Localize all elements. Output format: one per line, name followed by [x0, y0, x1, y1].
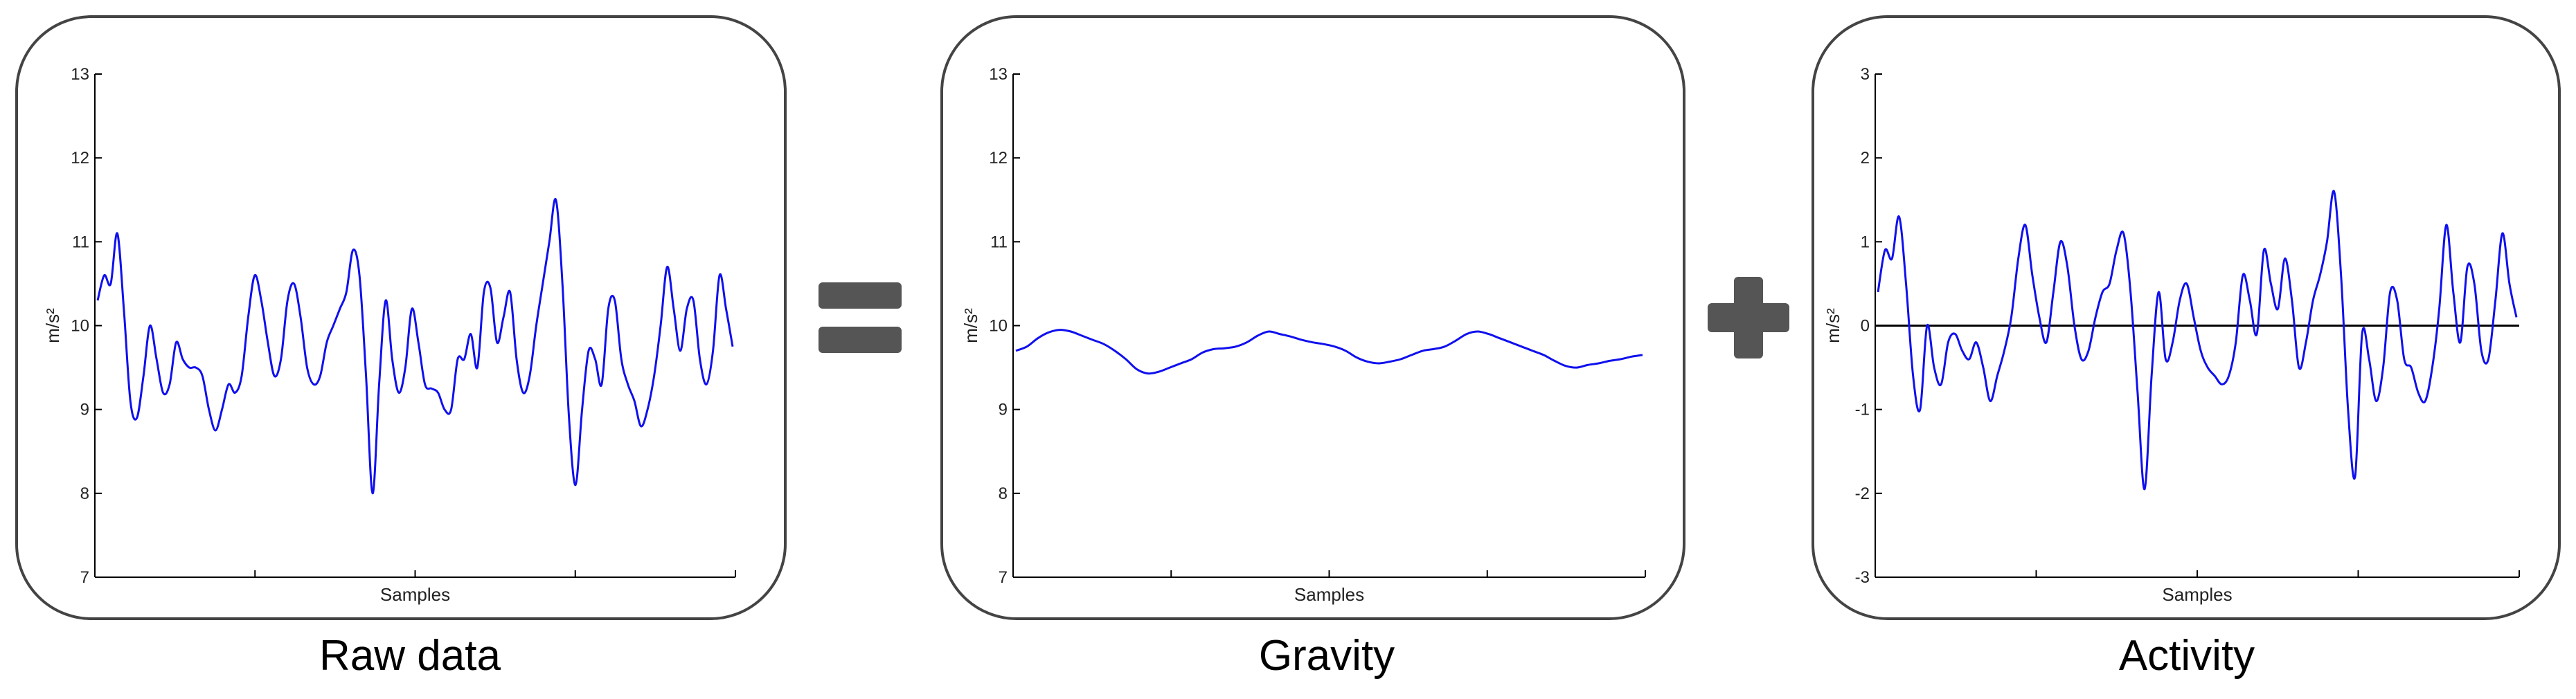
y-tick-label: 11: [990, 233, 1008, 251]
y-tick-label: 10: [989, 317, 1008, 336]
equals-bar-top: [819, 282, 902, 309]
y-tick-label: -1: [1855, 401, 1870, 419]
x-axis-label: Samples: [1294, 584, 1364, 605]
gravity-caption: Gravity: [1258, 632, 1395, 680]
y-tick-label: -2: [1855, 484, 1870, 503]
y-tick-label: 9: [80, 401, 89, 419]
gravity-chart: 7 8 9 10 11 12 13 Samples m/s²: [960, 65, 1646, 605]
y-tick-label: 12: [71, 149, 89, 167]
y-tick-label: 8: [80, 484, 89, 503]
y-tick-label: 8: [999, 484, 1008, 503]
gravity-panel: 7 8 9 10 11 12 13 Samples m/s²: [940, 15, 1685, 620]
y-tick-label: 11: [72, 233, 89, 251]
y-tick-label: -3: [1855, 568, 1870, 587]
x-axis-label: Samples: [380, 584, 450, 605]
raw-data-caption: Raw data: [319, 632, 501, 680]
activity-panel: -3 -2 -1 0 1 2 3 Samples m/s²: [1812, 15, 2561, 620]
raw-data-chart: 7 8 9 10 11 12 13 Samples m/s²: [42, 65, 736, 605]
series-line: [1015, 329, 1643, 375]
equals-sign-icon: [819, 282, 902, 354]
y-tick-label: 10: [71, 317, 89, 336]
y-tick-label: 12: [989, 149, 1008, 167]
y-tick-label: 2: [1861, 149, 1870, 167]
y-axis-label: m/s²: [42, 308, 63, 343]
raw-data-panel: 7 8 9 10 11 12 13 Samples m/s²: [15, 15, 787, 620]
y-tick-label: 13: [71, 65, 89, 84]
activity-caption: Activity: [2118, 632, 2255, 680]
y-axis-label: m/s²: [960, 308, 981, 343]
y-tick-label: 3: [1861, 65, 1870, 84]
series-line: [96, 197, 734, 495]
x-axis-label: Samples: [2162, 584, 2232, 605]
y-axis-label: m/s²: [1823, 308, 1843, 343]
y-tick-label: 13: [989, 65, 1008, 84]
y-tick-label: 9: [999, 401, 1008, 419]
y-tick-label: 0: [1861, 317, 1870, 336]
equals-bar-bottom: [819, 327, 902, 353]
y-tick-label: 7: [80, 568, 89, 587]
plus-bar-vertical: [1734, 277, 1763, 358]
activity-chart: -3 -2 -1 0 1 2 3 Samples m/s²: [1823, 65, 2520, 605]
plus-sign-icon: [1708, 277, 1789, 358]
y-tick-label: 7: [999, 568, 1008, 587]
y-tick-label: 1: [1861, 233, 1870, 251]
series-line: [1877, 190, 2518, 491]
